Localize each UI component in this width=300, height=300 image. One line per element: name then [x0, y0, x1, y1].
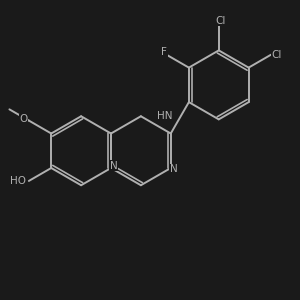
Text: F: F	[161, 47, 167, 57]
Text: Cl: Cl	[215, 16, 225, 26]
Text: HN: HN	[157, 111, 172, 121]
Text: N: N	[110, 160, 117, 171]
Text: N: N	[170, 164, 178, 175]
Text: Cl: Cl	[271, 50, 282, 60]
Text: O: O	[19, 114, 27, 124]
Text: HO: HO	[11, 176, 26, 186]
